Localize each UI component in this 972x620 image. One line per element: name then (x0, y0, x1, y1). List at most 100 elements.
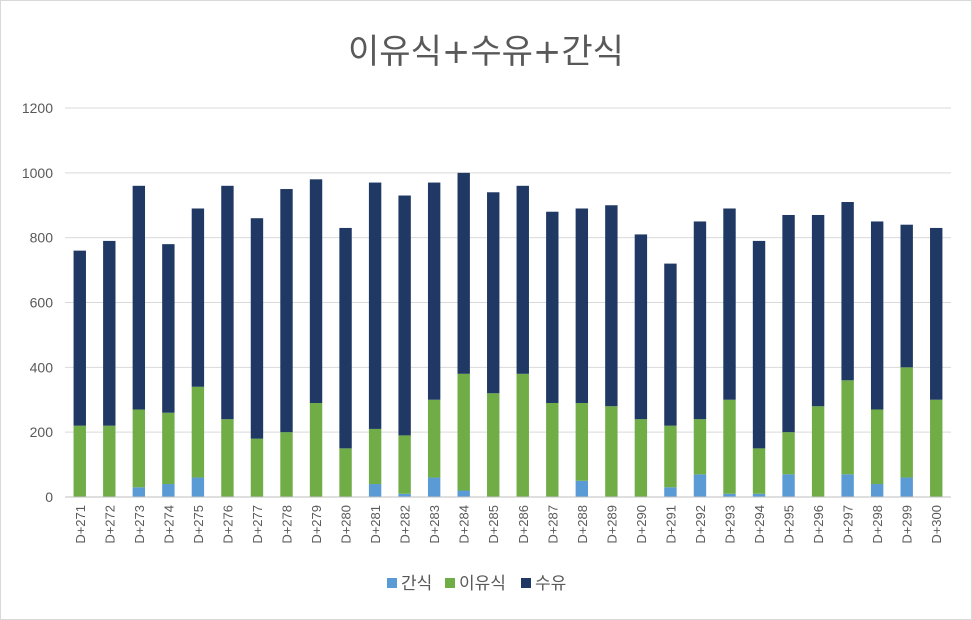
bar-segment-baby-food (723, 399, 736, 494)
bar-segment-baby-food (191, 386, 205, 478)
bar-segment-snack (841, 474, 854, 497)
bar-segment-snack (693, 474, 707, 497)
bar-segment-feeding (221, 185, 234, 420)
bar-segment-baby-food (368, 428, 382, 485)
bar-segment-snack (870, 484, 884, 497)
bar-segment-snack (132, 487, 146, 497)
bar-segment-baby-food (664, 425, 677, 488)
bar-segment-feeding (546, 211, 559, 403)
x-tick-label: D+298 (870, 505, 885, 544)
x-tick-label: D+289 (604, 505, 619, 544)
bar-segment-baby-food (457, 373, 470, 491)
bar-segment-baby-food (634, 419, 648, 497)
bar-segment-feeding (605, 205, 618, 407)
bar-segment-feeding (634, 234, 648, 420)
bar-segment-baby-food (605, 406, 618, 497)
bar-segment-feeding (427, 182, 441, 400)
bar-segment-baby-food (782, 432, 795, 475)
bar-segment-baby-food (900, 367, 913, 478)
bar-segment-feeding (870, 221, 884, 410)
bar-segment-feeding (782, 214, 795, 433)
bar-segment-feeding (280, 189, 293, 433)
x-tick-label: D+285 (486, 505, 501, 544)
bar-segment-baby-food (841, 380, 854, 475)
x-tick-label: D+281 (368, 505, 383, 544)
bar-segment-feeding (398, 195, 411, 436)
bar-segment-feeding (752, 240, 766, 449)
bar-segment-baby-food (930, 399, 943, 497)
bar-segment-snack (427, 477, 441, 497)
bar-segment-feeding (693, 221, 707, 420)
y-tick-label: 800 (30, 230, 54, 246)
legend-label: 수유 (535, 574, 566, 594)
legend-label: 간식 (401, 574, 432, 594)
bar-segment-baby-food (309, 402, 323, 497)
gridlines (65, 107, 951, 433)
y-tick-label: 400 (30, 359, 54, 375)
bar-segment-baby-food (516, 373, 529, 497)
bar-segment-baby-food (339, 448, 352, 498)
x-tick-label: D+275 (191, 505, 206, 544)
x-tick-label: D+297 (841, 505, 856, 544)
y-tick-label: 1200 (22, 100, 53, 116)
bar-segment-snack (457, 490, 470, 497)
x-tick-label: D+272 (102, 505, 117, 544)
bar-segment-baby-food (280, 432, 293, 497)
bar-segment-snack (575, 480, 589, 497)
x-tick-label: D+280 (339, 505, 354, 544)
bar-segment-feeding (487, 192, 500, 394)
x-tick-label: D+277 (250, 505, 265, 544)
bar-segment-snack (368, 484, 382, 497)
x-tick-label: D+278 (280, 505, 295, 544)
y-tick-label: 200 (30, 424, 54, 440)
x-tick-label: D+299 (900, 505, 915, 544)
bars (73, 172, 943, 498)
y-tick-label: 0 (45, 489, 53, 505)
bar-segment-feeding (575, 208, 589, 403)
bar-segment-feeding (191, 208, 205, 387)
x-tick-label: D+276 (220, 505, 235, 544)
bar-segment-feeding (250, 218, 264, 439)
bar-segment-snack (398, 493, 411, 497)
x-tick-label: D+286 (516, 505, 531, 544)
bar-segment-feeding (900, 224, 913, 368)
bar-segment-feeding (368, 182, 382, 429)
bar-segment-feeding (841, 202, 854, 381)
bar-segment-feeding (723, 208, 736, 400)
y-axis-ticks: 0 200 400 600 800 1000 1200 (22, 100, 53, 505)
x-tick-label: D+279 (309, 505, 324, 544)
x-tick-label: D+271 (73, 505, 88, 544)
bar-segment-feeding (457, 172, 470, 374)
bar-segment-snack (723, 493, 736, 497)
x-tick-label: D+282 (398, 505, 413, 544)
bar-segment-baby-food (487, 393, 500, 497)
x-axis-ticks: D+271 D+272 D+273 D+274 D+275 D+276 D+277 D+278… (73, 505, 944, 544)
x-tick-label: D+273 (132, 505, 147, 544)
x-tick-label: D+295 (782, 505, 797, 544)
bar-segment-feeding (664, 263, 677, 426)
y-tick-label: 600 (30, 295, 54, 311)
x-tick-label: D+288 (575, 505, 590, 544)
bar-segment-baby-food (162, 412, 175, 485)
x-tick-label: D+293 (723, 505, 738, 544)
bar-segment-feeding (132, 185, 146, 410)
bar-segment-baby-food (575, 402, 589, 481)
legend-swatch (387, 578, 397, 588)
bar-segment-snack (191, 477, 205, 497)
legend-swatch (445, 578, 455, 588)
bar-segment-baby-food (398, 435, 411, 494)
bar-segment-feeding (339, 227, 352, 449)
x-tick-label: D+296 (811, 505, 826, 544)
x-tick-label: D+300 (929, 505, 944, 544)
bar-segment-baby-food (693, 419, 707, 475)
bar-segment-baby-food (250, 438, 264, 497)
bar-segment-baby-food (427, 399, 441, 478)
bar-segment-feeding (516, 185, 529, 374)
x-tick-label: D+290 (634, 505, 649, 544)
x-tick-label: D+284 (457, 505, 472, 544)
bar-segment-feeding (930, 227, 943, 400)
bar-segment-baby-food (870, 409, 884, 485)
bar-segment-feeding (103, 240, 116, 426)
bar-segment-snack (782, 474, 795, 497)
